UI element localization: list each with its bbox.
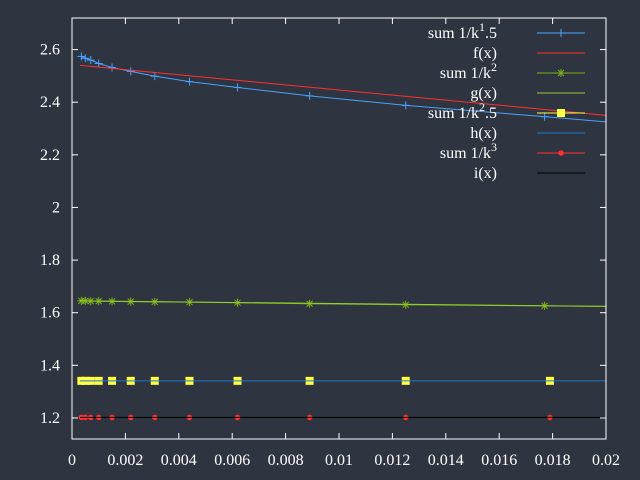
- data-point: [233, 83, 242, 92]
- y-tick-label: 2.6: [40, 42, 60, 59]
- legend-label-exponent: 2: [479, 100, 485, 114]
- data-point: [81, 54, 90, 63]
- x-tick-label: 0.004: [161, 452, 197, 469]
- legend-label-tail: .5: [485, 25, 497, 42]
- plot-area: [77, 52, 606, 421]
- x-tick-label: 0.006: [214, 452, 250, 469]
- data-point: [77, 52, 86, 61]
- series-0: [77, 52, 606, 123]
- y-tick-label: 1.2: [40, 410, 60, 427]
- x-tick-label: 0.008: [268, 452, 304, 469]
- data-point: [150, 72, 159, 81]
- series-6: [78, 414, 553, 421]
- legend-label-exponent: 2: [491, 60, 497, 74]
- legend-sample-marker: [557, 29, 565, 37]
- y-tick-label: 2.4: [40, 94, 60, 111]
- y-tick-label: 2.2: [40, 147, 60, 164]
- data-point-d2: [402, 301, 410, 309]
- x-tick-label: 0.02: [592, 452, 620, 469]
- legend-sample-marker: [558, 150, 564, 156]
- legend-sample-marker-d2: [557, 69, 565, 77]
- legend-label-base: sum 1/k: [440, 65, 491, 82]
- legend-sample-marker: [557, 69, 565, 77]
- legend-label-tail: .5: [485, 105, 497, 122]
- legend-label: i(x): [474, 165, 497, 182]
- legend-label-base: sum 1/k: [428, 25, 479, 42]
- x-tick-label: 0.002: [107, 452, 143, 469]
- legend-label: sum 1/k3: [440, 140, 497, 162]
- series-3: [80, 300, 606, 307]
- x-tick-label: 0.014: [428, 452, 464, 469]
- legend-label: sum 1/k2.5: [428, 100, 497, 122]
- data-point: [108, 63, 117, 72]
- data-point: [401, 101, 410, 110]
- legend-sample-marker: [557, 109, 565, 117]
- x-tick-label: 0.01: [325, 452, 353, 469]
- x-tick-label: 0: [68, 452, 76, 469]
- legend-label: g(x): [470, 85, 497, 102]
- series-line: [80, 300, 606, 307]
- data-point: [185, 77, 194, 86]
- y-tick-label: 1.4: [40, 357, 60, 374]
- legend-label: f(x): [473, 45, 497, 62]
- legend-label: sum 1/k1.5: [428, 20, 497, 42]
- data-point: [540, 112, 549, 121]
- data-point: [305, 91, 314, 100]
- x-tick-label: 0.016: [481, 452, 517, 469]
- y-tick-label: 1.6: [40, 305, 60, 322]
- legend-label-base: sum 1/k: [440, 145, 491, 162]
- data-point: [86, 56, 95, 65]
- legend-label: sum 1/k2: [440, 60, 497, 82]
- x-tick-label: 0.012: [374, 452, 410, 469]
- legend-label-exponent: 1: [479, 20, 485, 34]
- series-1: [79, 64, 606, 116]
- legend: sum 1/k1.5f(x)sum 1/k2g(x)sum 1/k2.5h(x)…: [428, 20, 585, 182]
- data-point: [94, 59, 103, 68]
- data-point: [126, 67, 135, 76]
- legend-label: h(x): [470, 125, 497, 142]
- legend-label-exponent: 3: [491, 140, 497, 154]
- data-point: [401, 300, 410, 309]
- series-line: [79, 64, 606, 116]
- axis-ticks: 0 0.002 0.004 0.006 0.008 0.01 0.012 0.014 0.016…: [40, 18, 620, 469]
- legend-label-base: sum 1/k: [428, 105, 479, 122]
- x-tick-label: 0.018: [535, 452, 571, 469]
- y-tick-label: 1.8: [40, 252, 60, 269]
- y-tick-label: 2: [52, 199, 60, 216]
